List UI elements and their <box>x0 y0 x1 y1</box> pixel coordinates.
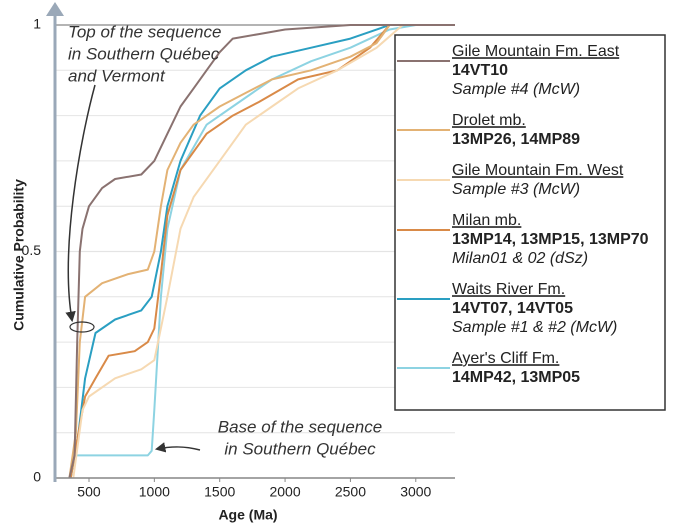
series-line <box>68 24 455 479</box>
legend-name: Drolet mb. <box>452 112 526 129</box>
legend-name: Waits River Fm. <box>452 281 565 298</box>
x-tick-label: 3000 <box>400 484 431 500</box>
annotation: Base of the sequence <box>218 417 382 436</box>
plot-lines <box>68 24 455 479</box>
legend-samples: 13MP26, 14MP89 <box>452 131 580 148</box>
legend-note: Milan01 & 02 (dSz) <box>452 250 588 267</box>
annotation: in Southern Québec <box>68 44 220 63</box>
annotations: Top of the sequence in Southern Québec and… <box>68 22 382 458</box>
series-line <box>68 24 455 479</box>
legend-name: Gile Mountain Fm. West <box>452 162 624 179</box>
legend-note: Sample #3 (McW) <box>452 181 580 198</box>
y-tick-label: 0.5 <box>22 242 42 258</box>
legend-note: Sample #4 (McW) <box>452 81 580 98</box>
y-axis-arrow <box>46 2 64 16</box>
series-line <box>68 24 455 479</box>
legend: Gile Mountain Fm. East 14VT10 Sample #4 (M… <box>397 43 649 386</box>
annotation-arrow <box>65 84 96 323</box>
legend-box <box>394 34 666 411</box>
annotation-bracket <box>69 321 95 333</box>
legend-name: Gile Mountain Fm. East <box>452 43 620 60</box>
legend-name: Ayer's Cliff Fm. <box>452 350 559 367</box>
annotation: Top of the sequence <box>68 22 221 41</box>
y-tick-label: 0 <box>33 469 41 485</box>
series-line <box>72 24 455 479</box>
annotation-arrow <box>154 442 201 453</box>
legend-samples: 14MP42, 13MP05 <box>452 369 580 386</box>
legend-samples: 14VT10 <box>452 62 508 79</box>
annotation: in Southern Québec <box>224 439 376 458</box>
series-line <box>69 24 455 479</box>
x-axis-label: Age (Ma) <box>218 507 277 523</box>
legend-note: Sample #1 & #2 (McW) <box>452 319 617 336</box>
legend-samples: 14VT07, 14VT05 <box>452 300 573 317</box>
annotation: and Vermont <box>68 66 166 85</box>
x-tick-label: 2500 <box>335 484 366 500</box>
legend-samples: 13MP14, 13MP15, 13MP70 <box>452 231 649 248</box>
y-axis-label: Cumulative Probability <box>11 179 27 331</box>
x-tick-label: 1000 <box>139 484 170 500</box>
x-tick-label: 1500 <box>204 484 235 500</box>
x-tick-label: 500 <box>77 484 101 500</box>
y-tick-label: 1 <box>33 16 41 32</box>
legend-name: Milan mb. <box>452 212 521 229</box>
x-tick-label: 2000 <box>269 484 300 500</box>
